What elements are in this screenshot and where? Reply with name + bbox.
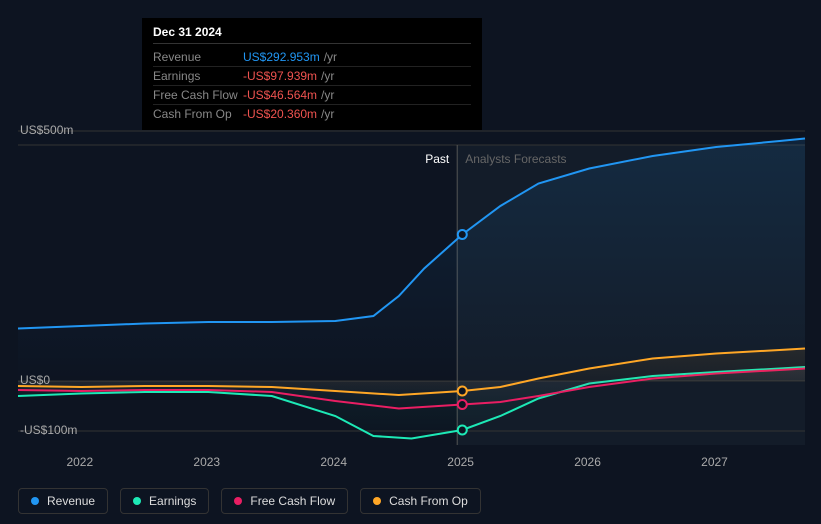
- x-axis-label: 2027: [701, 455, 728, 469]
- tooltip-metric-value: US$292.953m: [243, 50, 320, 64]
- chart-legend: Revenue Earnings Free Cash Flow Cash From O…: [18, 488, 481, 514]
- x-axis-label: 2023: [193, 455, 220, 469]
- tooltip-metric-value: -US$46.564m: [243, 88, 317, 102]
- tooltip-row: Free Cash Flow-US$46.564m/yr: [153, 86, 471, 105]
- tooltip-metric-unit: /yr: [321, 88, 334, 102]
- legend-label: Revenue: [47, 494, 95, 508]
- tooltip-row: RevenueUS$292.953m/yr: [153, 48, 471, 67]
- tooltip-metric-label: Revenue: [153, 50, 243, 64]
- tooltip-metric-unit: /yr: [321, 107, 334, 121]
- y-axis-label: -US$100m: [20, 423, 77, 437]
- tooltip-row: Cash From Op-US$20.360m/yr: [153, 105, 471, 123]
- x-axis-label: 2026: [574, 455, 601, 469]
- legend-item-cash-from-op[interactable]: Cash From Op: [360, 488, 481, 514]
- legend-label: Free Cash Flow: [250, 494, 335, 508]
- forecast-section-label: Analysts Forecasts: [465, 152, 566, 166]
- legend-dot-icon: [31, 497, 39, 505]
- legend-dot-icon: [234, 497, 242, 505]
- tooltip-metric-unit: /yr: [324, 50, 337, 64]
- chart-tooltip: Dec 31 2024 RevenueUS$292.953m/yrEarning…: [142, 18, 482, 130]
- tooltip-metric-unit: /yr: [321, 69, 334, 83]
- y-axis-label: US$500m: [20, 123, 73, 137]
- tooltip-date: Dec 31 2024: [153, 25, 471, 44]
- x-axis-label: 2025: [447, 455, 474, 469]
- x-axis-label: 2024: [320, 455, 347, 469]
- tooltip-metric-label: Free Cash Flow: [153, 88, 243, 102]
- legend-dot-icon: [133, 497, 141, 505]
- x-axis-label: 2022: [66, 455, 93, 469]
- tooltip-metric-label: Earnings: [153, 69, 243, 83]
- legend-item-revenue[interactable]: Revenue: [18, 488, 108, 514]
- tooltip-row: Earnings-US$97.939m/yr: [153, 67, 471, 86]
- past-section-label: Past: [425, 152, 449, 166]
- tooltip-metric-label: Cash From Op: [153, 107, 243, 121]
- legend-item-free-cash-flow[interactable]: Free Cash Flow: [221, 488, 348, 514]
- tooltip-metric-value: -US$20.360m: [243, 107, 317, 121]
- financial-chart[interactable]: US$500m US$0 -US$100m 2022 2023 2024 2025 2026…: [0, 0, 821, 524]
- legend-label: Cash From Op: [389, 494, 468, 508]
- legend-item-earnings[interactable]: Earnings: [120, 488, 209, 514]
- legend-label: Earnings: [149, 494, 196, 508]
- tooltip-metric-value: -US$97.939m: [243, 69, 317, 83]
- legend-dot-icon: [373, 497, 381, 505]
- y-axis-label: US$0: [20, 373, 50, 387]
